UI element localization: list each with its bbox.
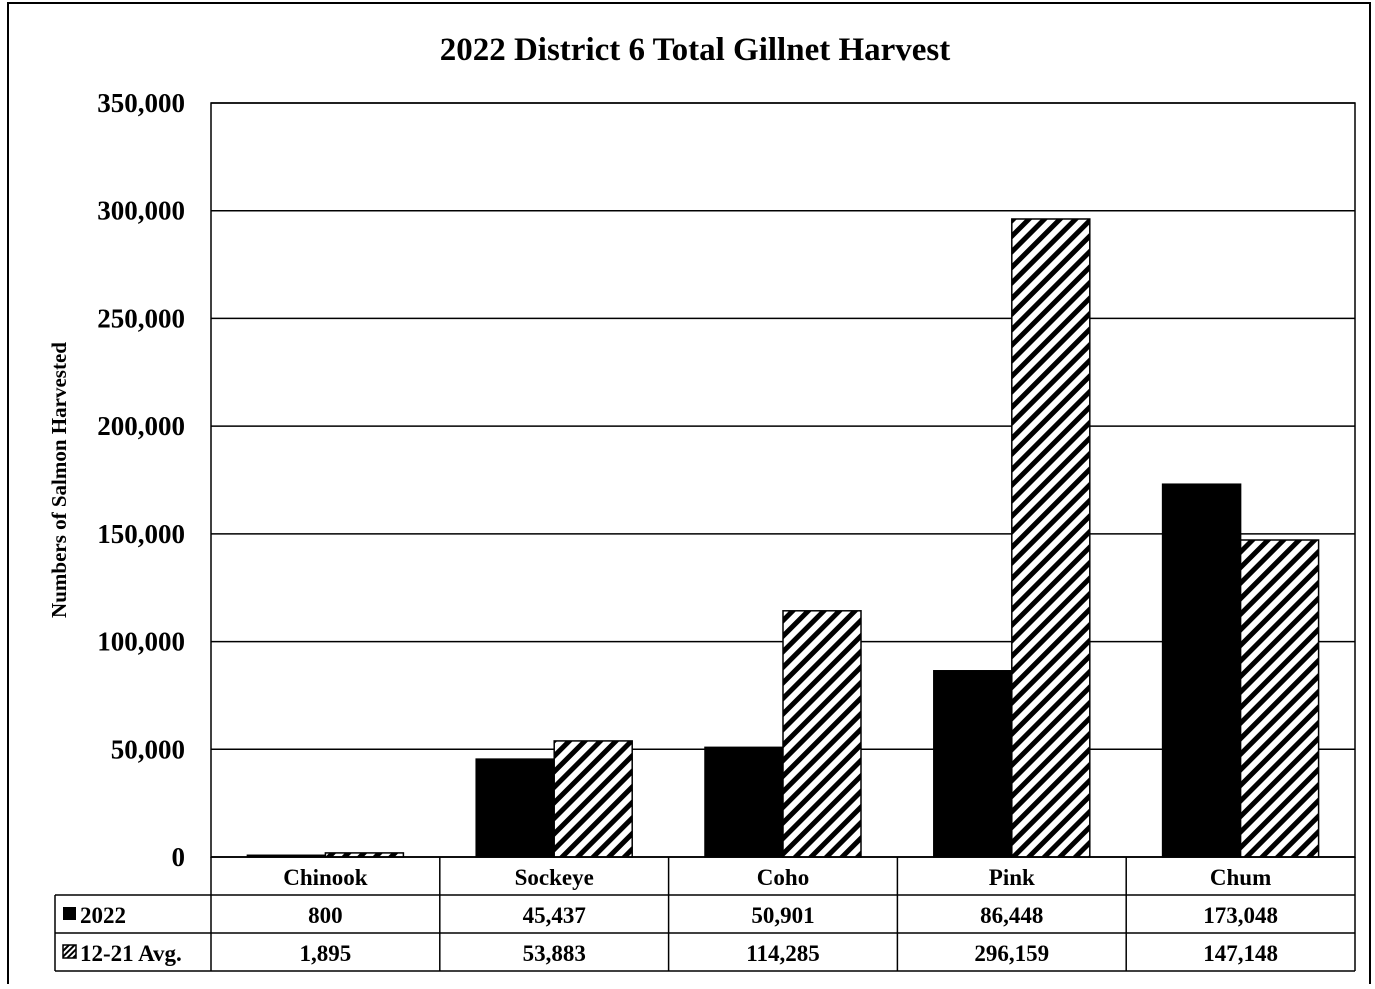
chart-title: 2022 District 6 Total Gillnet Harvest [440, 32, 951, 68]
data-table-cell: 114,285 [746, 941, 819, 966]
bar-2022 [1161, 483, 1242, 858]
bar-2022 [704, 746, 784, 858]
y-tick-label: 350,000 [97, 88, 185, 118]
category-label: Coho [757, 865, 809, 890]
y-tick-labels: 0 50,000 100,000 150,000 200,000 250,000 300,0… [97, 88, 185, 872]
bar-12-21-avg [1239, 539, 1320, 858]
y-tick-label: 300,000 [97, 196, 185, 226]
data-table-cell: 800 [308, 903, 343, 928]
bar-12-21-avg [1011, 218, 1091, 858]
bar-2022 [933, 670, 1013, 858]
data-table-cell: 45,437 [523, 903, 586, 928]
y-tick-label: 50,000 [111, 734, 185, 764]
legend-key-2022 [63, 907, 76, 920]
bar-12-21-avg [553, 740, 633, 858]
category-label: Sockeye [515, 865, 594, 890]
y-tick-label: 0 [172, 842, 186, 872]
bar-2022 [475, 758, 555, 858]
data-table-cell: 53,883 [523, 941, 586, 966]
data-table-cell: 296,159 [974, 941, 1049, 966]
legend-label: 2022 [80, 903, 126, 928]
category-label: Chum [1210, 865, 1271, 890]
y-tick-label: 100,000 [97, 627, 185, 657]
data-table-cell: 50,901 [751, 903, 814, 928]
bar-12-21-avg [782, 610, 862, 858]
legend-key-12-21-avg [62, 944, 77, 959]
data-table-cell: 147,148 [1203, 941, 1278, 966]
bars [246, 218, 1320, 858]
data-table-cell: 86,448 [980, 903, 1043, 928]
y-tick-label: 150,000 [97, 519, 185, 549]
y-axis-label: Numbers of Salmon Harvested [47, 342, 71, 618]
category-label: Pink [989, 865, 1035, 890]
legend-label: 12-21 Avg. [80, 941, 182, 966]
y-tick-label: 250,000 [97, 303, 185, 333]
y-tick-label: 200,000 [97, 411, 185, 441]
data-table-cell: 173,048 [1203, 903, 1278, 928]
data-table: Chinook Sockeye Coho Pink Chum 2022 800 45,437 5… [54, 856, 1356, 972]
data-table-cell: 1,895 [300, 941, 352, 966]
category-label: Chinook [283, 865, 368, 890]
